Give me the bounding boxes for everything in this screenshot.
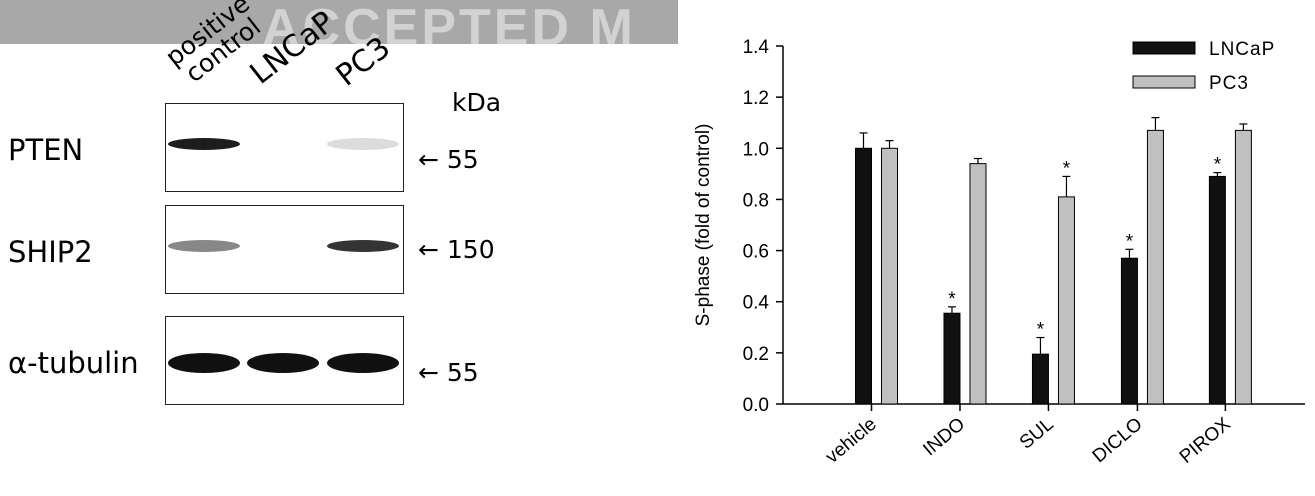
mw-marker: ← 55 — [418, 145, 479, 174]
y-tick-label: 0.0 — [743, 395, 769, 416]
y-tick-label: 0.8 — [743, 190, 769, 211]
mw-marker: ← 55 — [418, 358, 479, 387]
x-tick-label: SUL — [1016, 414, 1058, 454]
x-tick-label: PIROX — [1176, 414, 1235, 468]
legend-swatch — [1132, 41, 1196, 55]
bar-chart: 0.0 0.2 0.4 0.6 0.8 1.0 1.2 1.4 S-phase (fold of… — [693, 37, 1305, 468]
y-tick-label: 1.4 — [743, 37, 770, 58]
bar-pc3 — [881, 147, 899, 405]
x-tick-label: INDO — [919, 414, 969, 461]
protein-label: PTEN — [8, 133, 84, 167]
bar-pc3 — [1146, 129, 1164, 405]
significance-marker: * — [1214, 155, 1222, 176]
bar-lncap — [1031, 353, 1049, 405]
legend-label: LNCaP — [1209, 39, 1275, 60]
x-tick-label: vehicle — [822, 414, 881, 468]
kda-label: kDa — [452, 88, 502, 117]
y-axis-label: S-phase (fold of control) — [693, 124, 714, 327]
blot-band — [327, 240, 399, 252]
bar-lncap — [1208, 175, 1226, 405]
y-tick-label: 0.6 — [743, 242, 769, 263]
legend-label: PC3 — [1209, 73, 1249, 94]
bar-pc3 — [969, 163, 987, 405]
bar-pc3 — [1057, 196, 1075, 405]
legend-swatch — [1132, 75, 1196, 89]
blot-band — [327, 353, 399, 373]
significance-marker: * — [948, 289, 956, 310]
x-tick-label: DICLO — [1089, 414, 1147, 467]
blot-band — [168, 138, 240, 150]
bar-lncap — [943, 312, 961, 405]
watermark-text: ACCEPTED M — [262, 0, 636, 44]
blot-band — [168, 353, 240, 373]
y-tick-label: 0.2 — [743, 344, 769, 365]
blot-panel-2 — [165, 205, 404, 294]
significance-marker: * — [1037, 320, 1045, 341]
blot-panel-1 — [165, 103, 404, 192]
bar-lncap — [1120, 257, 1138, 405]
blot-band — [327, 138, 399, 150]
blot-band — [247, 353, 319, 373]
significance-marker: * — [1063, 158, 1071, 179]
significance-marker: * — [1126, 231, 1134, 252]
blot-band — [168, 240, 240, 252]
watermark-banner: ACCEPTED M — [0, 0, 678, 44]
protein-label: α-tubulin — [8, 346, 139, 380]
bar-pc3 — [1234, 129, 1252, 405]
y-tick-label: 0.4 — [743, 293, 770, 314]
y-tick-label: 1.2 — [743, 88, 769, 109]
y-tick-label: 1.0 — [743, 139, 769, 160]
protein-label: SHIP2 — [8, 235, 93, 269]
mw-marker: ← 150 — [418, 235, 495, 264]
bar-lncap — [855, 147, 873, 405]
blot-panel-3 — [165, 316, 404, 405]
